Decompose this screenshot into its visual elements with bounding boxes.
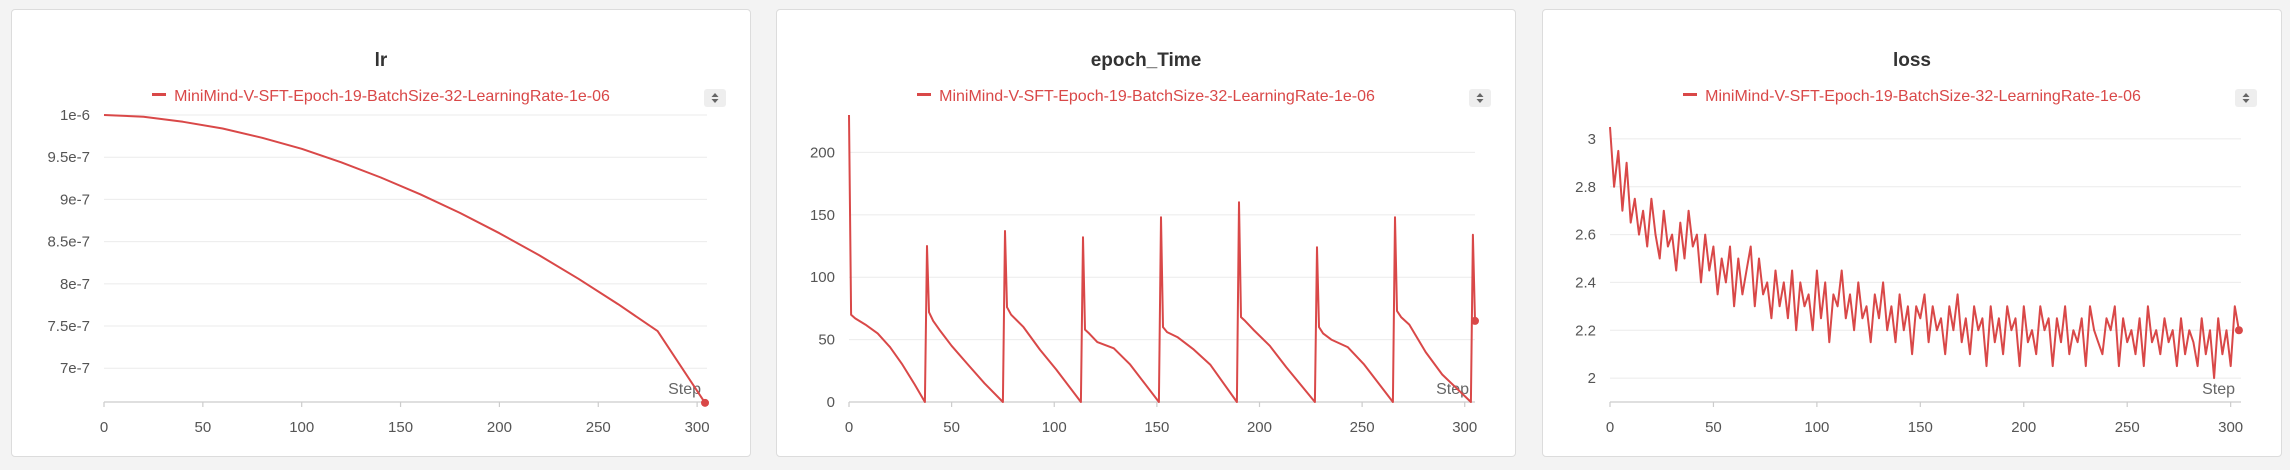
series-line [848,114,1476,403]
y-tick-label: 8e-7 [60,276,90,293]
y-tick-label: 2.6 [1575,227,1596,244]
y-tick-label: 8.5e-7 [47,234,90,251]
legend: MiniMind-V-SFT-Epoch-19-BatchSize-32-Lea… [12,88,750,106]
plot-area: 0 50 100 150 200 0 50 100 150 200 250 300 Step [810,114,1479,436]
chart-panel-epoch-time: epoch_Time MiniMind-V-SFT-Epoch-19-Batch… [776,9,1516,457]
x-tick-label: 150 [388,419,413,436]
legend-menu-button[interactable] [2235,89,2257,107]
series-line [103,114,706,404]
x-tick-label: 250 [1350,419,1375,436]
x-tick-label: 0 [845,419,853,436]
y-tick-label: 0 [827,394,835,411]
x-tick-label: 200 [487,419,512,436]
series-line [1609,126,2240,380]
y-tick-label: 100 [810,269,835,286]
x-tick-label: 50 [943,419,960,436]
legend-menu-button[interactable] [1469,89,1491,107]
x-tick-label: 50 [1705,419,1722,436]
x-tick-label: 300 [1452,419,1477,436]
legend-entry: MiniMind-V-SFT-Epoch-19-BatchSize-32-Lea… [1705,88,2141,105]
y-tick-label: 7e-7 [60,360,90,377]
legend-entry: MiniMind-V-SFT-Epoch-19-BatchSize-32-Lea… [174,88,610,105]
x-tick-label: 250 [2115,419,2140,436]
x-axis-label: Step [2202,381,2235,398]
x-tick-label: 50 [195,419,212,436]
x-tick-label: 200 [1247,419,1272,436]
x-tick-label: 0 [100,419,108,436]
plot-area: 2 2.2 2.4 2.6 2.8 3 0 50 100 150 200 250 300 Step [1575,126,2243,436]
y-tick-label: 150 [810,207,835,224]
legend-swatch [917,93,932,97]
x-tick-label: 0 [1606,419,1614,436]
chart-title: loss [1892,50,1932,71]
y-tick-label: 9.5e-7 [47,149,90,166]
series-end-point [1471,316,1479,325]
x-tick-label: 300 [2218,419,2243,436]
y-tick-label: 50 [818,332,835,349]
sort-arrows-icon [2242,93,2250,103]
legend-swatch [1683,93,1698,97]
legend-entry: MiniMind-V-SFT-Epoch-19-BatchSize-32-Lea… [939,88,1375,105]
x-tick-label: 150 [1908,419,1933,436]
x-tick-label: 100 [1042,419,1067,436]
chart-panel-lr: lr MiniMind-V-SFT-Epoch-19-BatchSize-32-… [11,9,751,457]
y-tick-label: 2.2 [1575,322,1596,339]
sort-arrows-icon [711,93,719,103]
chart-title: lr [374,50,388,71]
y-tick-label: 200 [810,144,835,161]
sort-arrows-icon [1476,93,1484,103]
y-tick-label: 3 [1588,131,1596,148]
y-tick-label: 1e-6 [60,107,90,124]
x-tick-label: 150 [1144,419,1169,436]
chart-title: epoch_Time [1090,50,1202,71]
x-tick-label: 200 [2011,419,2036,436]
x-tick-label: 300 [685,419,710,436]
legend-menu-button[interactable] [704,89,726,107]
y-tick-label: 7.5e-7 [47,318,90,335]
plot-area: 7e-7 7.5e-7 8e-7 8.5e-7 9e-7 9.5e-7 1e-6 0 50 100… [47,107,710,436]
chart-panel-loss: loss MiniMind-V-SFT-Epoch-19-BatchSize-3… [1542,9,2282,457]
legend: MiniMind-V-SFT-Epoch-19-BatchSize-32-Lea… [1543,88,2281,106]
y-tick-label: 2.8 [1575,179,1596,196]
x-tick-label: 250 [586,419,611,436]
legend: MiniMind-V-SFT-Epoch-19-BatchSize-32-Lea… [777,88,1515,106]
y-tick-label: 9e-7 [60,191,90,208]
x-tick-label: 100 [289,419,314,436]
series-end-point [2234,326,2243,335]
legend-swatch [152,93,167,97]
series-end-point [701,398,710,407]
y-tick-label: 2 [1588,370,1596,387]
x-tick-label: 100 [1804,419,1829,436]
x-axis-label: Step [1436,381,1469,398]
y-tick-label: 2.4 [1575,274,1596,291]
